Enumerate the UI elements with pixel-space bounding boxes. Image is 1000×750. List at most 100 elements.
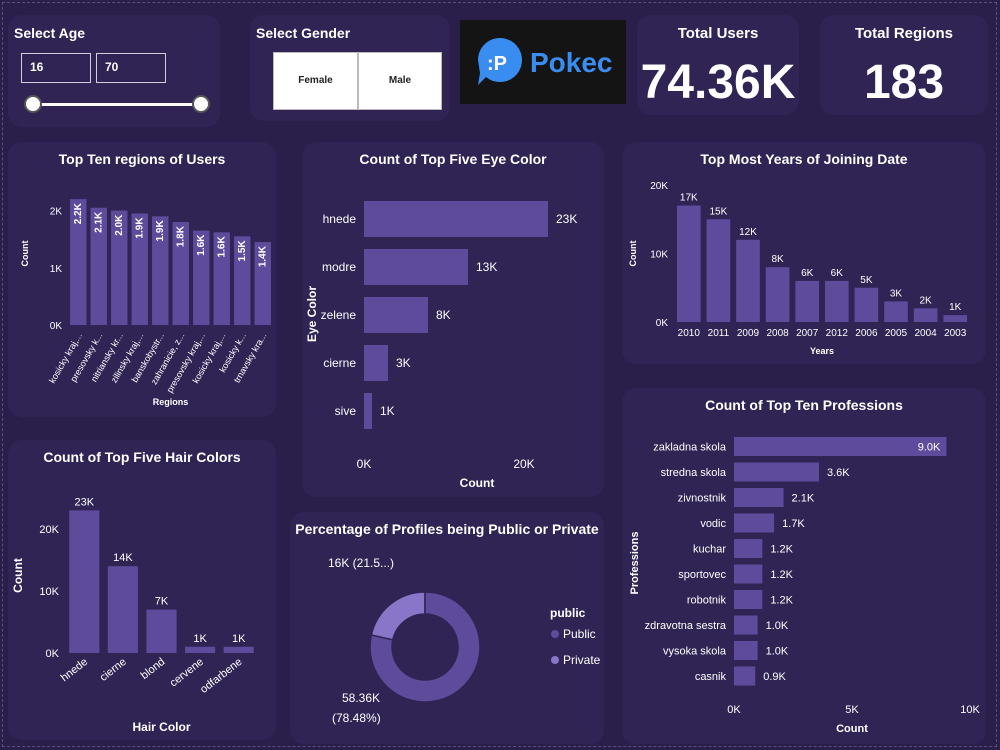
data-label: 2.0K: [114, 214, 125, 236]
total-users-card: Total Users 74.36K: [637, 15, 799, 115]
bar: [734, 590, 763, 609]
data-label: 1.0K: [766, 620, 789, 632]
bar: [364, 393, 372, 429]
category-label: vodic: [700, 518, 726, 530]
data-label: 17K: [680, 193, 698, 204]
bar: [943, 315, 968, 322]
bar: [734, 564, 763, 584]
bar: [364, 249, 468, 285]
data-label: 5K: [860, 275, 873, 286]
data-label: 1.0K: [766, 646, 789, 658]
logo-glyph: :P: [487, 53, 507, 75]
age-slider-min-handle[interactable]: [24, 95, 42, 113]
bar: [111, 210, 128, 325]
data-label: 1.9K: [155, 220, 166, 242]
bar: [70, 199, 87, 325]
legend-label: Public: [563, 627, 596, 641]
data-label: 1.6K: [217, 236, 228, 258]
professions-chart-card: Count of Top Ten Professions zakladna sk…: [622, 388, 986, 744]
donut-slice: [369, 591, 481, 703]
category-label: 2008: [766, 328, 789, 339]
data-label: 14K: [113, 552, 133, 564]
eye-chart-title: Count of Top Five Eye Color: [359, 151, 547, 167]
data-label: 6K: [801, 268, 814, 279]
category-label: 2003: [944, 328, 967, 339]
y-axis-label: Count: [628, 241, 638, 267]
bar: [854, 287, 879, 322]
total-users-title: Total Users: [677, 25, 759, 42]
legend-label: Private: [563, 653, 601, 667]
hair-bar-chart: 0K10K20KCount23Khnede14Kcierne7Kblond1Kc…: [11, 496, 254, 734]
data-label: 2.1K: [94, 211, 105, 233]
x-tick-label: 5K: [845, 704, 859, 716]
professions-chart-title: Count of Top Ten Professions: [705, 397, 903, 413]
data-label: 1.6K: [196, 234, 207, 256]
data-label: 23K: [556, 212, 577, 226]
y-axis-label: Eye Color: [305, 286, 319, 342]
bar: [69, 510, 100, 653]
age-slider-max-handle[interactable]: [192, 95, 210, 113]
public-private-donut: 16K (21.5...) 58.36K (78.48%) public Public P…: [328, 556, 601, 725]
bar: [765, 267, 790, 322]
category-label: odfarbene: [198, 656, 244, 696]
x-tick-label: 10K: [960, 704, 980, 716]
y-tick-label: 0K: [656, 318, 669, 329]
x-axis-label: Regions: [153, 397, 189, 407]
age-min-input[interactable]: 16: [21, 53, 91, 83]
x-axis-label: Hair Color: [132, 720, 190, 734]
data-label: 1.9K: [135, 217, 146, 239]
category-label: zdravotna sestra: [645, 620, 727, 632]
legend-marker: [551, 656, 559, 664]
category-label: 2011: [708, 328, 730, 339]
x-tick-label: 20K: [513, 457, 534, 471]
category-label: cierne: [323, 356, 356, 370]
y-tick-label: 0K: [46, 648, 60, 660]
bar: [734, 666, 756, 686]
bar: [734, 437, 947, 456]
category-label: 2005: [885, 328, 908, 339]
regions-chart-title: Top Ten regions of Users: [58, 151, 226, 167]
bar: [131, 213, 148, 325]
data-label: 9.0K: [918, 442, 941, 454]
x-axis-label: Years: [810, 346, 834, 356]
gender-male-button[interactable]: Male: [358, 52, 442, 110]
data-label: 1K: [232, 633, 246, 645]
y-axis-label: Count: [20, 241, 30, 267]
bar: [364, 201, 548, 237]
bar: [185, 646, 216, 653]
bar: [172, 222, 189, 325]
bar: [734, 462, 819, 482]
bar: [254, 242, 271, 325]
data-label: 1.8K: [176, 225, 187, 247]
data-label: 1.2K: [770, 544, 793, 556]
data-label: 1K: [380, 404, 395, 418]
bar: [706, 219, 731, 322]
data-label: 23K: [75, 496, 95, 508]
years-chart-title: Top Most Years of Joining Date: [700, 151, 908, 167]
years-bar-chart: 0K 10K 20K Count 17K 2010 15K 2011 12K 2009 8K 2008…: [628, 181, 968, 356]
gender-female-button[interactable]: Female: [273, 52, 358, 110]
total-users-value: 74.36K: [640, 56, 796, 109]
data-label: 1.7K: [782, 518, 805, 530]
bar: [734, 513, 775, 533]
bar: [734, 539, 763, 558]
bar: [90, 207, 107, 325]
category-label: blond: [139, 656, 168, 682]
total-regions-value: 183: [863, 56, 945, 109]
public-private-card: Percentage of Profiles being Public or P…: [290, 512, 604, 744]
gender-slicer-card: Select Gender Female Male: [250, 15, 450, 121]
data-label: 6K: [831, 268, 844, 279]
bar: [795, 280, 820, 322]
public-private-title: Percentage of Profiles being Public or P…: [295, 521, 599, 537]
category-label: 2010: [678, 328, 701, 339]
age-slider-track[interactable]: [33, 103, 203, 106]
y-tick-label: 20K: [39, 524, 59, 536]
y-axis-label: Count: [11, 558, 25, 593]
y-tick-label: 20K: [650, 181, 668, 192]
age-max-input[interactable]: 70: [96, 53, 166, 83]
x-tick-label: 0K: [727, 704, 741, 716]
pokec-logo: :P Pokec: [460, 20, 626, 104]
data-label: 15K: [710, 206, 728, 217]
data-label: 0.9K: [763, 671, 786, 683]
